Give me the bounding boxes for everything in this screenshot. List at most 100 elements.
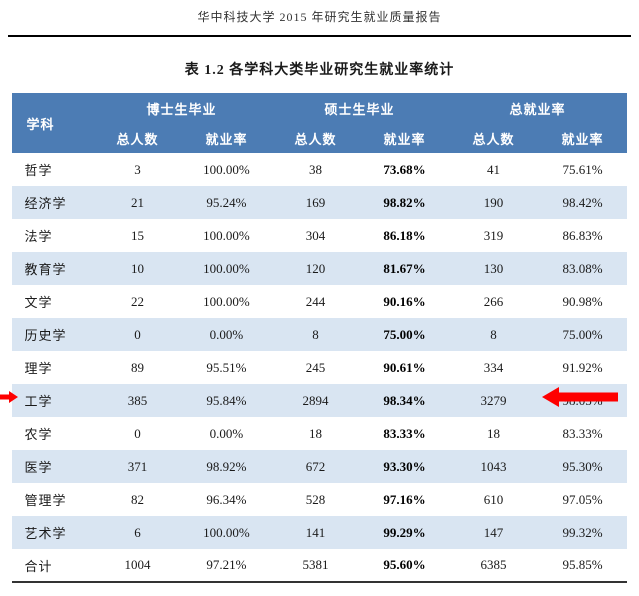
value-cell: 86.18% (383, 227, 426, 243)
value-cell: 100.00% (203, 227, 250, 243)
value-cell: 95.60% (383, 557, 426, 572)
table-title: 表 1.2 各学科大类毕业研究生就业率统计 (184, 63, 455, 78)
value-cell: 18 (308, 425, 322, 441)
table-row: 法学 15 100.00% 304 86.18% 319 86.83% (12, 219, 626, 252)
header-discipline: 学科 (12, 93, 93, 153)
value-cell: 1043 (480, 458, 507, 474)
value-cell: 0.00% (209, 425, 244, 441)
value-cell: 22 (130, 293, 144, 309)
value-cell: 93.30% (383, 458, 426, 474)
discipline-cell: 经济学 (24, 196, 67, 211)
value-cell: 90.61% (383, 359, 426, 375)
value-cell: 319 (483, 227, 504, 243)
discipline-cell: 文学 (24, 295, 53, 310)
value-cell: 83.33% (562, 425, 603, 441)
value-cell: 244 (305, 293, 326, 309)
table-row: 管理学 82 96.34% 528 97.16% 610 97.05% (12, 483, 626, 516)
sub-header-row: 总人数 就业率 总人数 就业率 总人数 就业率 (12, 123, 627, 153)
value-cell: 120 (305, 260, 326, 276)
value-cell: 169 (305, 194, 326, 210)
value-cell: 245 (305, 359, 326, 375)
table-head: 学科 博士生毕业 硕士生毕业 总就业率 总人数 就业率 总人数 就业率 总人数 … (12, 93, 627, 153)
value-cell: 672 (305, 458, 326, 474)
table-row: 医学 371 98.92% 672 93.30% 1043 95.30% (12, 450, 627, 483)
value-cell: 41 (487, 161, 500, 177)
value-cell: 95.85% (562, 557, 603, 572)
value-cell: 82 (130, 491, 144, 507)
table-row: 合计 1004 97.21% 5381 95.60% 6385 95.85% (12, 549, 626, 582)
red-arrow-right-icon (542, 387, 618, 407)
discipline-cell: 合计 (24, 558, 53, 574)
value-cell: 100.00% (203, 161, 250, 177)
discipline-cell: 艺术学 (24, 526, 67, 541)
table-row: 历史学 0 0.00% 8 75.00% 8 75.00% (12, 318, 627, 351)
discipline-cell: 工学 (24, 394, 53, 409)
value-cell: 97.21% (206, 557, 247, 572)
subheader-overall-rate: 就业率 (538, 123, 627, 153)
value-cell: 1004 (124, 557, 151, 572)
value-cell: 97.16% (383, 491, 426, 507)
value-cell: 99.32% (562, 524, 603, 540)
value-cell: 3 (134, 161, 141, 177)
value-cell: 95.30% (562, 458, 603, 474)
table-row: 经济学 21 95.24% 169 98.82% 190 98.42% (12, 186, 627, 219)
value-cell: 18 (487, 425, 500, 441)
value-cell: 10 (130, 260, 144, 276)
value-cell: 38 (308, 161, 322, 177)
header-overall-rate: 总就业率 (448, 93, 627, 123)
employment-rate-table: 学科 博士生毕业 硕士生毕业 总就业率 总人数 就业率 总人数 就业率 总人数 … (12, 93, 627, 583)
value-cell: 141 (305, 524, 326, 540)
value-cell: 95.84% (206, 392, 247, 408)
value-cell: 98.42% (562, 194, 603, 210)
value-cell: 8 (312, 326, 319, 342)
value-cell: 81.67% (383, 260, 426, 276)
value-cell: 100.00% (203, 260, 250, 276)
value-cell: 304 (305, 227, 326, 243)
value-cell: 90.16% (383, 293, 426, 309)
discipline-cell: 理学 (24, 361, 53, 376)
table-row: 哲学 3 100.00% 38 73.68% 41 75.61% (12, 153, 626, 186)
table-row: 理学 89 95.51% 245 90.61% 334 91.92% (12, 351, 626, 384)
group-header-row: 学科 博士生毕业 硕士生毕业 总就业率 (12, 93, 627, 153)
value-cell: 6 (134, 524, 141, 540)
value-cell: 75.00% (383, 326, 426, 342)
value-cell: 73.68% (383, 161, 426, 177)
value-cell: 266 (483, 293, 504, 309)
value-cell: 83.33% (383, 425, 426, 441)
value-cell: 75.61% (562, 161, 603, 177)
value-cell: 190 (483, 194, 504, 210)
value-cell: 99.29% (383, 524, 426, 540)
table-row: 艺术学 6 100.00% 141 99.29% 147 99.32% (12, 516, 627, 549)
header-masters-graduates: 硕士生毕业 (270, 93, 449, 123)
header-phd-graduates: 博士生毕业 (92, 93, 271, 123)
discipline-cell: 历史学 (24, 328, 67, 343)
value-cell: 95.24% (206, 194, 247, 210)
value-cell: 0.00% (209, 326, 244, 342)
value-cell: 91.92% (562, 359, 603, 375)
value-cell: 334 (483, 359, 504, 375)
value-cell: 528 (305, 491, 326, 507)
value-cell: 21 (130, 194, 144, 210)
value-cell: 98.92% (206, 458, 247, 474)
value-cell: 3279 (480, 392, 507, 408)
value-cell: 147 (483, 524, 504, 540)
value-cell: 130 (483, 260, 504, 276)
value-cell: 100.00% (203, 524, 250, 540)
value-cell: 100.00% (203, 293, 250, 309)
value-cell: 90.98% (562, 293, 603, 309)
value-cell: 97.05% (562, 491, 603, 507)
subheader-masters-total: 总人数 (270, 123, 361, 153)
value-cell: 610 (483, 491, 504, 507)
subheader-masters-rate: 就业率 (360, 123, 449, 153)
table-row: 教育学 10 100.00% 120 81.67% 130 83.08% (12, 252, 627, 285)
header-divider (8, 35, 631, 37)
discipline-cell: 农学 (24, 427, 53, 442)
table-body: 哲学 3 100.00% 38 73.68% 41 75.61% 经济学 21 95.24% 169… (12, 153, 627, 582)
value-cell: 98.82% (383, 194, 426, 210)
discipline-cell: 哲学 (24, 163, 53, 178)
value-cell: 98.34% (383, 392, 426, 408)
value-cell: 15 (130, 227, 144, 243)
subheader-overall-total: 总人数 (448, 123, 539, 153)
